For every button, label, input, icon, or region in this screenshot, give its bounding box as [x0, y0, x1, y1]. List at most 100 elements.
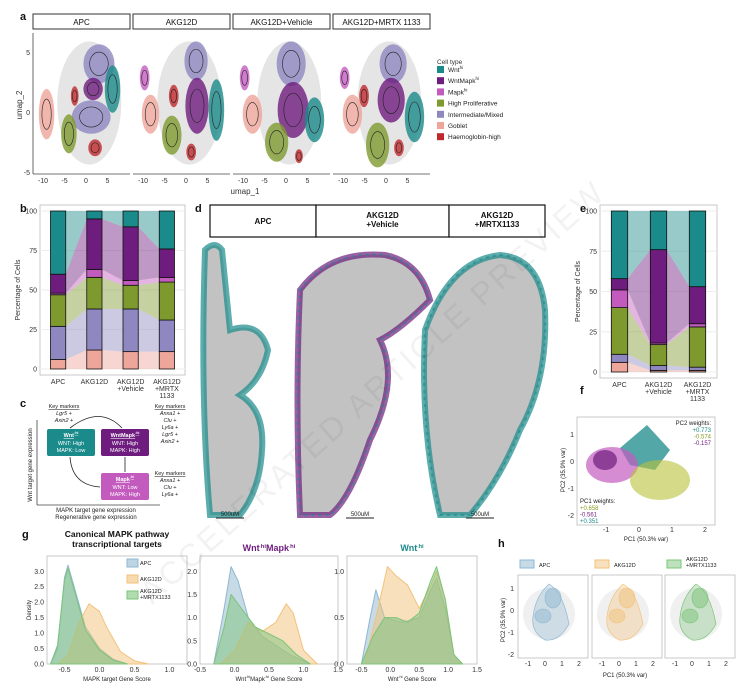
pc1-weight: -0.561: [580, 513, 598, 519]
bar-segment-goblet: [158, 351, 175, 370]
facet-header: [32, 13, 131, 30]
bar-segment-intermediate-mixed: [86, 308, 103, 351]
bar-segment-wntmapk-hi: [122, 226, 139, 281]
x-tick-label: AKG12D +MRTX 1133: [684, 382, 712, 403]
legend-swatch: [437, 133, 444, 141]
x-tick-label: -0.5: [194, 667, 206, 674]
x-tick-label: 1: [670, 527, 674, 534]
x-tick-label: -5: [261, 178, 267, 185]
y-tick-label: 0: [26, 110, 30, 117]
bar-segment-intermediate-mixed: [158, 319, 175, 353]
x-tick-label: 1.5: [472, 667, 482, 674]
umap-cluster-wntmapk-hi: [83, 77, 103, 101]
y-tick-label: 25: [589, 329, 597, 336]
state-mapk: MAPK: Low: [57, 448, 86, 454]
density-contour: [269, 130, 284, 155]
legend-label: Haemoglobin-high: [448, 134, 501, 141]
bar-segment-wnt-hi: [158, 210, 175, 250]
legend-label: High Proliferative: [448, 101, 498, 108]
marker-gene: Clu +: [164, 418, 178, 424]
pc-cluster-proliferative: [630, 460, 690, 500]
bar-segment-intermediate-mixed: [649, 365, 668, 371]
density-contour: [144, 102, 156, 127]
facet-title: AKG12D+MRTX 1133: [342, 18, 421, 27]
density-contour: [308, 106, 321, 134]
spatial-tissue-panel: APC AKG12D +Vehicle AKG12D +MRTX1133 500uM 500…: [200, 204, 549, 519]
tissue-epithelium: [294, 251, 434, 518]
umap-x-label: umap_1: [231, 187, 260, 196]
density-contour: [370, 131, 385, 159]
x-tick-label: -0.5: [355, 667, 367, 674]
y-tick-label: 2.5: [34, 584, 44, 591]
plot-title: Wnt^hiMapk^hi: [243, 543, 296, 553]
bar-segment-high-proliferative: [649, 344, 668, 366]
density-contour: [296, 151, 302, 161]
y-tick-label: 75: [589, 249, 597, 256]
umap-cluster-haemoglobin-high: [394, 139, 404, 157]
umap-cluster-haemoglobin-high: [70, 86, 79, 106]
marker-gene: Lgr5 +: [56, 411, 73, 417]
density-contour: [170, 88, 177, 104]
panel-label-a: a: [20, 11, 27, 23]
y-tick-label: 1: [570, 432, 574, 439]
x-tick-label: APC: [51, 379, 65, 386]
x-tick-label: -10: [238, 178, 248, 185]
density-contour: [395, 142, 403, 154]
facet-header: [132, 13, 231, 30]
condition-title: AKG12D +MRTX1133: [475, 211, 520, 229]
umap-cluster-wnt-hi: [104, 65, 121, 113]
x-axis-label-2: Regenerative gene expression: [55, 515, 136, 521]
y-tick-label: 0.0: [187, 662, 197, 669]
y-tick-label: -2: [508, 652, 514, 659]
x-tick-label: 0: [284, 178, 288, 185]
flow-ribbon-goblet: [50, 350, 175, 369]
y-axis-label: Percentage of Cells: [575, 260, 582, 322]
y-tick-label: 2.0: [34, 600, 44, 607]
density-contour: [384, 51, 402, 76]
state-title: WntMapk^hi: [111, 431, 140, 439]
umap-cluster-intermediate-mixed: [71, 100, 111, 134]
pc1-weight: +0.658: [580, 506, 599, 512]
flow-ribbon-goblet: [611, 362, 706, 372]
legend-swatch-mrtx: [126, 590, 139, 600]
panel-label-f: f: [580, 385, 584, 397]
condition-header: [209, 204, 317, 238]
y-tick-label: 0: [570, 459, 574, 466]
flow-ribbon-mapk-hi: [611, 289, 706, 345]
y-tick-label: -5: [24, 170, 30, 177]
condition-header: [448, 204, 546, 238]
x-tick-label: 2: [577, 661, 581, 668]
density-contour: [165, 123, 178, 148]
tissue-section: [297, 254, 430, 515]
facet-title: APC: [73, 18, 90, 27]
legend-title: Cell type: [437, 59, 463, 66]
cell-type-legend: Wnthi WntMapkhi Mapkhi High Proliferative In…: [437, 65, 504, 141]
key-markers-title: Key markers: [155, 471, 186, 477]
contour-inner: [681, 608, 699, 624]
bar-segment-intermediate-mixed: [688, 366, 707, 371]
scale-bar-label: 500uM: [471, 512, 489, 518]
legend-label: Wnthi: [448, 65, 463, 74]
flow-ribbon-high-proliferative: [611, 307, 706, 368]
marker-gene: Lgr5 +: [162, 432, 179, 438]
legend-label: AKG12D +MRTX1133: [686, 557, 717, 569]
pca-contour-plots: APC AKG12D AKG12D +MRTX1133 -1 0 1 2 -1 0 1 2 -1 0 1 2 1…: [501, 557, 736, 679]
y-tick-label: 25: [29, 327, 37, 334]
marker-gene: Axin2 +: [160, 439, 180, 445]
state-title: Wnt^hi: [64, 431, 79, 439]
facet-header: [332, 13, 431, 30]
y-tick-label: -1: [568, 486, 574, 493]
legend-swatch: [437, 110, 444, 118]
marker-gene: Anxa1 +: [159, 478, 181, 484]
umap-cluster-haemoglobin-high: [186, 143, 197, 161]
x-axis-label: PC1 (50.3% var): [603, 673, 647, 679]
x-axis-label: Wnt^hiMapk^hi Gene Score: [236, 674, 304, 683]
plot-frame: [664, 574, 736, 659]
marker-gene: Ly6a +: [162, 425, 179, 431]
x-tick-label: 5: [206, 178, 210, 185]
density-contour: [241, 69, 248, 86]
density-contour: [141, 69, 148, 86]
legend-label: AKG12D: [614, 563, 636, 569]
x-tick-label: AKG12D +Vehicle: [645, 382, 673, 396]
pc1-weight: +0.351: [580, 519, 599, 525]
